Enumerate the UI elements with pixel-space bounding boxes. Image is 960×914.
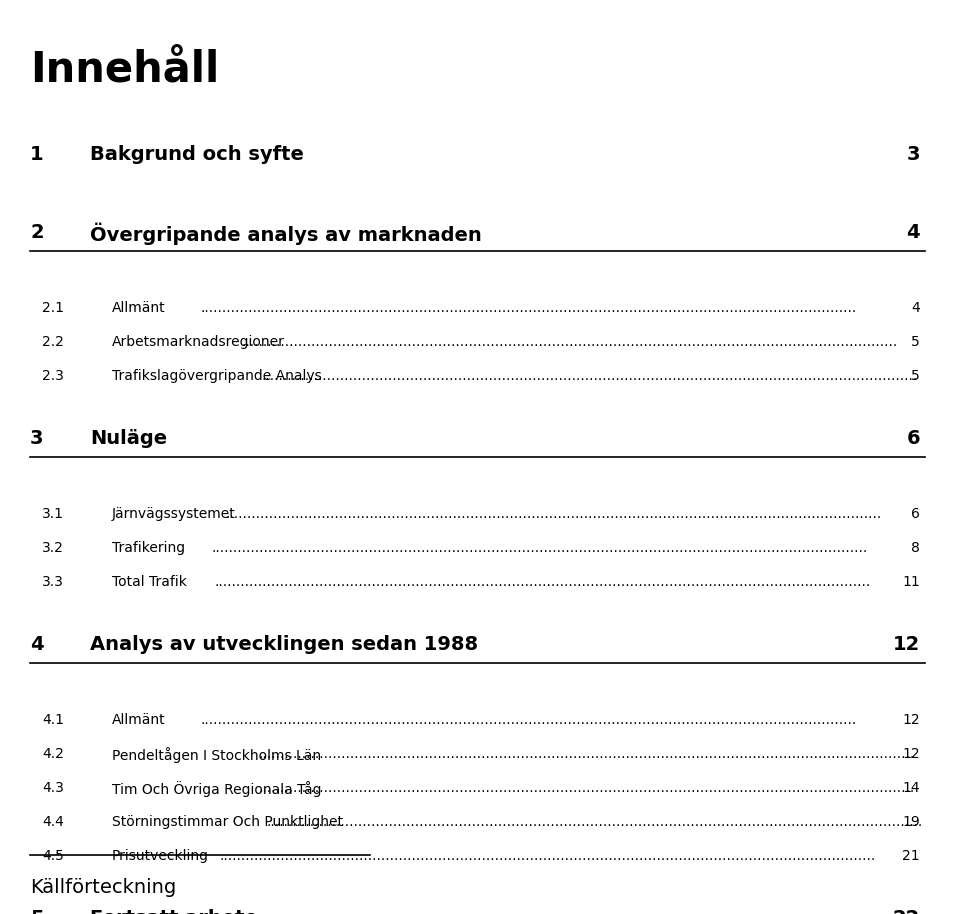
Text: 5: 5 xyxy=(911,369,920,383)
Text: Övergripande analys av marknaden: Övergripande analys av marknaden xyxy=(90,223,482,246)
Text: ................................................................................: ........................................… xyxy=(220,849,876,863)
Text: Innehåll: Innehåll xyxy=(30,48,219,90)
Text: 3.2: 3.2 xyxy=(42,541,64,555)
Text: 2.1: 2.1 xyxy=(42,301,64,315)
Text: Fortsatt arbete: Fortsatt arbete xyxy=(90,909,258,914)
Text: 4: 4 xyxy=(911,301,920,315)
Text: Allmänt: Allmänt xyxy=(112,713,166,727)
Text: 11: 11 xyxy=(902,575,920,589)
Text: 4.1: 4.1 xyxy=(42,713,64,727)
Text: Analys av utvecklingen sedan 1988: Analys av utvecklingen sedan 1988 xyxy=(90,635,478,654)
Text: 1: 1 xyxy=(30,145,43,164)
Text: Järnvägssystemet: Järnvägssystemet xyxy=(112,507,236,521)
Text: 2: 2 xyxy=(30,223,43,242)
Text: Nuläge: Nuläge xyxy=(90,429,167,448)
Text: 14: 14 xyxy=(902,781,920,795)
Text: 12: 12 xyxy=(902,747,920,761)
Text: ................................................................................: ........................................… xyxy=(214,575,871,589)
Text: 6: 6 xyxy=(906,429,920,448)
Text: 4: 4 xyxy=(30,635,43,654)
Text: 19: 19 xyxy=(902,815,920,829)
Text: ................................................................................: ........................................… xyxy=(226,507,881,521)
Text: Allmänt: Allmänt xyxy=(112,301,166,315)
Text: 22: 22 xyxy=(893,909,920,914)
Text: 8: 8 xyxy=(911,541,920,555)
Text: ................................................................................: ........................................… xyxy=(267,815,923,829)
Text: 2.3: 2.3 xyxy=(42,369,64,383)
Text: 2.2: 2.2 xyxy=(42,335,64,349)
Text: 3: 3 xyxy=(30,429,43,448)
Text: Bakgrund och syfte: Bakgrund och syfte xyxy=(90,145,304,164)
Text: Störningstimmar Och Punktlighet: Störningstimmar Och Punktlighet xyxy=(112,815,343,829)
Text: 5: 5 xyxy=(30,909,43,914)
Text: ................................................................................: ........................................… xyxy=(242,335,899,349)
Text: ................................................................................: ........................................… xyxy=(201,713,857,727)
Text: 6: 6 xyxy=(911,507,920,521)
Text: 3.3: 3.3 xyxy=(42,575,64,589)
Text: 4.3: 4.3 xyxy=(42,781,64,795)
Text: ................................................................................: ........................................… xyxy=(211,541,868,555)
Text: Källförteckning: Källförteckning xyxy=(30,878,177,897)
Text: 4.4: 4.4 xyxy=(42,815,64,829)
Text: 5: 5 xyxy=(911,335,920,349)
Text: Arbetsmarknadsregioner: Arbetsmarknadsregioner xyxy=(112,335,285,349)
Text: Total Trafik: Total Trafik xyxy=(112,575,187,589)
Text: Prisutveckling: Prisutveckling xyxy=(112,849,209,863)
Text: Tim Och Övriga Regionala Tåg: Tim Och Övriga Regionala Tåg xyxy=(112,781,322,797)
Text: 12: 12 xyxy=(902,713,920,727)
Text: Trafikslagövergripande Analys: Trafikslagövergripande Analys xyxy=(112,369,322,383)
Text: ................................................................................: ........................................… xyxy=(261,369,918,383)
Text: ................................................................................: ........................................… xyxy=(258,781,915,795)
Text: 3.1: 3.1 xyxy=(42,507,64,521)
Text: 21: 21 xyxy=(902,849,920,863)
Text: 4.5: 4.5 xyxy=(42,849,64,863)
Text: Pendeltågen I Stockholms Län: Pendeltågen I Stockholms Län xyxy=(112,747,322,763)
Text: 4: 4 xyxy=(906,223,920,242)
Text: 12: 12 xyxy=(893,635,920,654)
Text: ................................................................................: ........................................… xyxy=(201,301,857,315)
Text: 4.2: 4.2 xyxy=(42,747,64,761)
Text: 3: 3 xyxy=(906,145,920,164)
Text: ................................................................................: ........................................… xyxy=(258,747,915,761)
Text: Trafikering: Trafikering xyxy=(112,541,185,555)
